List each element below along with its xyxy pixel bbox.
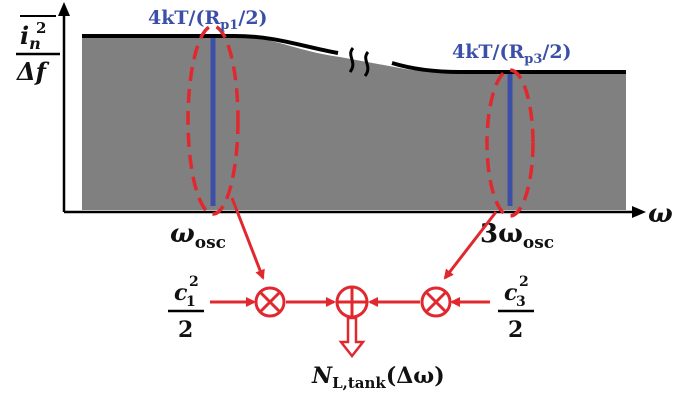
spectrum-envelope-left	[82, 34, 339, 55]
freq-label-osc: ωosc	[170, 219, 226, 253]
output-label: NL,tank(Δω)	[311, 363, 445, 392]
y-axis-label-numerator-sup: 2	[36, 19, 46, 37]
output-arrow-icon	[338, 316, 366, 359]
svg-text:2: 2	[178, 317, 193, 343]
svg-text:2: 2	[189, 274, 199, 290]
x-axis-arrow-icon	[632, 206, 646, 218]
svg-text:3: 3	[516, 294, 526, 310]
spectrum-envelope-right	[391, 61, 626, 74]
peak-label-osc: 4kT/(Rp1/2)	[148, 7, 268, 33]
svg-text:c: c	[504, 280, 518, 306]
svg-text:2: 2	[519, 274, 529, 290]
circle-plus-icon	[335, 285, 369, 319]
svg-text:1: 1	[186, 294, 196, 310]
arrow-3osc-to-multiplier	[443, 211, 498, 280]
arrow-osc-to-multiplier	[230, 197, 265, 280]
selection-ellipse-3osc	[485, 68, 535, 218]
svg-text:c: c	[174, 280, 188, 306]
noise-spectrum-area	[82, 36, 626, 210]
axis-break-mark	[348, 47, 370, 77]
y-axis-label-numerator: in	[20, 21, 41, 53]
coef-label-c3: c 3 2 2	[498, 274, 534, 343]
y-axis-label-denominator: Δf	[16, 57, 50, 86]
coef-label-c1: c 1 2 2	[168, 274, 204, 343]
circle-times-icon	[254, 286, 286, 318]
peak-label-3osc: 4kT/(Rp3/2)	[452, 41, 572, 67]
x-axis-label: ω	[648, 199, 673, 229]
y-axis-arrow-icon	[58, 2, 70, 16]
svg-text:2: 2	[508, 317, 523, 343]
circle-times-icon	[420, 286, 452, 318]
freq-label-3osc: 3ωosc	[480, 219, 554, 253]
selection-ellipse-osc	[186, 24, 240, 216]
